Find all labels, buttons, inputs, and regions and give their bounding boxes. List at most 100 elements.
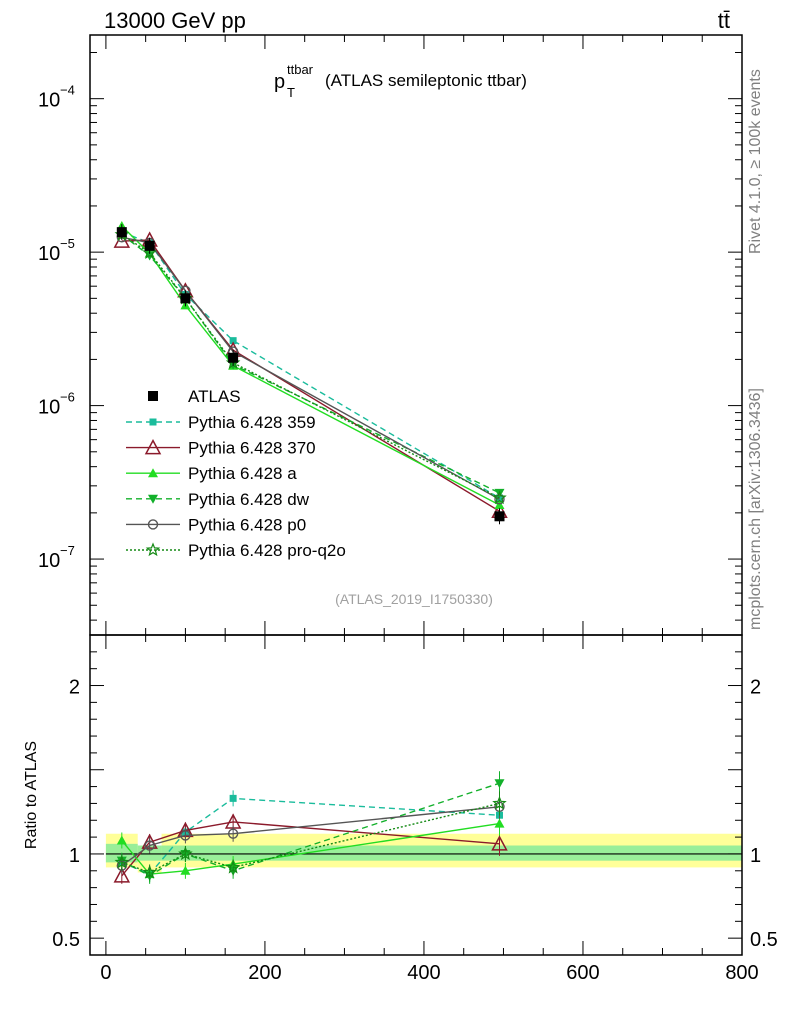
x-tick-labels: 0 200 400 600 800 bbox=[100, 962, 758, 984]
series-point bbox=[495, 494, 503, 502]
ratio-point bbox=[494, 779, 505, 789]
ratio-point bbox=[227, 828, 239, 839]
legend-reference-square bbox=[148, 391, 158, 401]
legend-item: Pythia 6.428 370 bbox=[126, 439, 316, 458]
ratio-point bbox=[116, 835, 127, 845]
series-point bbox=[229, 337, 237, 345]
series-3 bbox=[116, 230, 505, 498]
legend-item: Pythia 6.428 pro-q2o bbox=[126, 541, 346, 560]
x-tick-label: 600 bbox=[566, 962, 599, 984]
series-point bbox=[142, 245, 157, 260]
main-axis-ticks bbox=[90, 35, 743, 635]
title-subscript: T bbox=[287, 85, 295, 100]
series-4 bbox=[116, 232, 505, 505]
series-0 bbox=[118, 228, 503, 502]
x-tick-label: 400 bbox=[407, 962, 440, 984]
legend-items: Pythia 6.428 359 Pythia 6.428 370 Pythia 6… bbox=[126, 413, 346, 560]
analysis-id: (ATLAS_2019_I1750330) bbox=[335, 591, 493, 607]
main-y-tick-labels: 10−410−510−610−7 bbox=[38, 83, 75, 572]
series-2 bbox=[116, 221, 505, 510]
legend-marker bbox=[149, 418, 157, 426]
rivet-label: Rivet 4.1.0, ≥ 100k events bbox=[747, 69, 764, 254]
legend-label: Pythia 6.428 pro-q2o bbox=[188, 541, 346, 560]
main-y-tick-exponent: −7 bbox=[60, 543, 75, 558]
main-y-tick-label: 10 bbox=[38, 550, 60, 572]
ratio-y-tick-label-right: 2 bbox=[750, 677, 761, 699]
reference-points bbox=[116, 224, 505, 525]
ratio-point bbox=[225, 859, 241, 874]
stat-band bbox=[161, 845, 742, 861]
ratio-point bbox=[491, 835, 508, 851]
legend-label: Pythia 6.428 dw bbox=[188, 490, 310, 509]
main-y-tick-exponent: −4 bbox=[60, 83, 75, 98]
ratio-panel: 2 2 1 1 0.5 0.5 0 200 400 600 800 Ratio to ATLAS bbox=[23, 634, 778, 984]
main-y-tick-exponent: −6 bbox=[60, 390, 75, 405]
ratio-reference-bands bbox=[105, 833, 742, 873]
legend-marker bbox=[145, 542, 161, 557]
series-line bbox=[121, 234, 500, 499]
series-line bbox=[121, 225, 500, 506]
series-point bbox=[492, 490, 507, 505]
reference-point bbox=[180, 293, 191, 304]
legend-marker bbox=[144, 439, 162, 455]
ratio-series-5 bbox=[114, 791, 507, 881]
ratio-point bbox=[113, 867, 131, 883]
ratio-point bbox=[180, 830, 191, 841]
reference-point bbox=[116, 227, 127, 238]
ratio-axis-ticks bbox=[90, 635, 743, 955]
legend-label: Pythia 6.428 370 bbox=[188, 439, 316, 458]
legend-item: Pythia 6.428 a bbox=[126, 464, 297, 483]
legend-item: Pythia 6.428 dw bbox=[126, 490, 310, 509]
ratio-point bbox=[178, 846, 193, 861]
ratio-point bbox=[180, 865, 191, 875]
legend-item-reference: ATLAS bbox=[148, 387, 241, 406]
x-tick-label: 200 bbox=[248, 962, 281, 984]
series-point bbox=[494, 494, 505, 505]
main-y-tick-label: 10 bbox=[38, 90, 60, 112]
ratio-y-tick-label-left: 0.5 bbox=[52, 929, 80, 951]
ratio-point bbox=[492, 795, 507, 810]
plot-title: p bbox=[274, 71, 285, 93]
ratio-point bbox=[144, 840, 155, 851]
ratio-point bbox=[114, 854, 130, 869]
legend-label: Pythia 6.428 a bbox=[188, 464, 297, 483]
legend-marker bbox=[148, 468, 158, 478]
main-y-tick-exponent: −5 bbox=[60, 236, 75, 251]
ratio-y-tick-label-right: 1 bbox=[750, 845, 761, 867]
main-y-tick-label: 10 bbox=[38, 243, 60, 265]
x-tick-label: 800 bbox=[725, 962, 758, 984]
ratio-y-axis-label: Ratio to ATLAS bbox=[23, 741, 40, 849]
ratio-y-tick-labels: 2 2 1 1 0.5 0.5 bbox=[52, 677, 778, 952]
legend-label: Pythia 6.428 359 bbox=[188, 413, 316, 432]
ratio-y-tick-label-left: 1 bbox=[69, 845, 80, 867]
series-line bbox=[121, 231, 500, 499]
reference-point bbox=[228, 352, 239, 363]
legend-marker bbox=[147, 519, 159, 530]
ratio-point bbox=[229, 794, 237, 802]
legend-reference-marker bbox=[148, 391, 158, 401]
main-y-tick-label: 10 bbox=[38, 397, 60, 419]
mcplots-label: mcplots.cern.ch [arXiv:1306.3436] bbox=[747, 388, 764, 630]
ratio-y-tick-label-left: 2 bbox=[69, 677, 80, 699]
reference-point bbox=[144, 240, 155, 251]
title-symbol: p bbox=[274, 71, 285, 93]
legend-label-reference: ATLAS bbox=[188, 387, 241, 406]
title-description: (ATLAS semileptonic ttbar) bbox=[325, 71, 527, 90]
legend-item: Pythia 6.428 p0 bbox=[126, 515, 306, 534]
legend-label: Pythia 6.428 p0 bbox=[188, 515, 306, 534]
title-superscript: ttbar bbox=[287, 62, 314, 77]
header-process: tt̄ bbox=[718, 8, 730, 33]
ratio-series bbox=[113, 771, 508, 884]
reference-point bbox=[494, 511, 505, 522]
legend-marker bbox=[148, 494, 158, 504]
ratio-y-tick-label-right: 0.5 bbox=[750, 929, 778, 951]
ratio-point bbox=[142, 864, 157, 879]
series-line bbox=[121, 236, 500, 500]
series-5 bbox=[114, 227, 507, 505]
ratio-frame bbox=[89, 634, 743, 956]
ratio-point bbox=[494, 818, 505, 828]
main-panel: 10−410−510−610−7 p ttbar T (ATLAS semile… bbox=[38, 34, 743, 636]
x-tick-label: 0 bbox=[100, 962, 111, 984]
